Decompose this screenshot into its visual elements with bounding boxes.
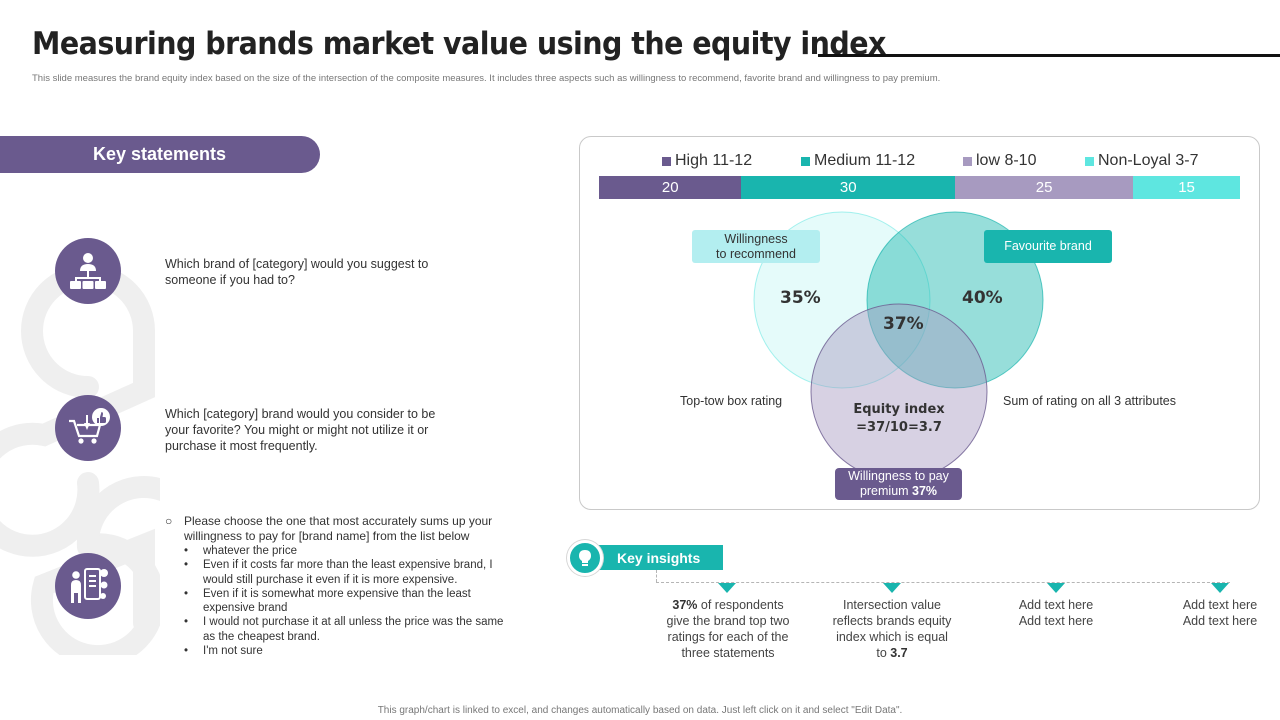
insight-placeholder-4: Add text here Add text here [1182, 598, 1258, 628]
bar-segment-non-loyal: 15 [1133, 176, 1240, 199]
bar-value-label: 20 [661, 179, 679, 196]
insight-intersection: Intersection value reflects brands equit… [832, 598, 952, 660]
bar-segment-high: 20 [599, 176, 742, 199]
cart-thumbs-up-icon [55, 395, 121, 461]
person-mobile-icon [55, 553, 121, 619]
legend-swatch-low [963, 156, 972, 166]
insights-connector [656, 582, 1230, 583]
insight-marker-2 [883, 583, 901, 593]
equity-index: Equity index =37/10=3.7 [853, 402, 945, 435]
insight-placeholder-3: Add text here Add text here [1018, 598, 1094, 628]
bar-value-label: 15 [1178, 179, 1195, 196]
list-item: • Even if it is somewhat more expensive t… [184, 587, 471, 615]
bar-value-label: 25 [1035, 179, 1053, 196]
page-title: Measuring brands market value using the … [32, 26, 886, 62]
legend-swatch-high [662, 156, 671, 166]
favourite-percent: 40% [962, 288, 1003, 308]
lightbulb-icon [567, 540, 603, 576]
list-item: • Even if it costs far more than the leas… [184, 559, 493, 586]
insight-marker-3 [1047, 583, 1065, 593]
page-subtitle: This slide measures the brand equity ind… [32, 73, 941, 84]
footer-note: This graph/chart is linked to excel, and… [377, 705, 903, 716]
key-insights-header: Key insights [580, 545, 723, 570]
insight-marker-1 [718, 583, 736, 593]
legend-medium: Medium 11-12 [801, 152, 915, 170]
favourite-tag: Favourite brand [984, 230, 1112, 263]
intersection-percent: 37% [883, 314, 924, 334]
legend-non-loyal: Non-Loyal 3-7 [1085, 152, 1199, 170]
list-item: • I would not purchase it at all unless t… [184, 616, 504, 643]
key-statements-header: Key statements [0, 136, 320, 173]
statement-recommend: Which brand of [category] would you sugg… [165, 257, 429, 287]
insight-respondents: 37% of respondents give the brand top tw… [666, 598, 790, 660]
legend-low: low 8-10 [963, 152, 1036, 170]
hierarchy-icon [55, 238, 121, 304]
recommend-tag: Willingness to recommend [692, 230, 820, 263]
recommend-percent: 35% [780, 288, 821, 308]
equity-chart-panel [579, 136, 1260, 510]
statement-favorite: Which [category] brand would you conside… [165, 407, 436, 453]
snake-connector [0, 264, 160, 655]
list-item: • whatever the price [184, 545, 297, 557]
insight-marker-4 [1211, 583, 1229, 593]
bar-segment-low: 25 [955, 176, 1134, 199]
venn-diagram [753, 211, 1044, 481]
statement-pay-premium: ○ Please choose the one that most accura… [165, 514, 535, 658]
premium-tag: Willingness to pay premium 37% [835, 468, 962, 500]
title-underline [818, 54, 1280, 57]
key-statements-title: Key statements [93, 144, 227, 164]
sum-rating-caption: Sum of rating on all 3 attributes [1003, 394, 1177, 408]
legend-swatch-medium [801, 156, 810, 166]
bar-segment-medium: 30 [741, 176, 956, 199]
insights-connector-vertical [656, 570, 657, 582]
legend-swatch-non-loyal [1085, 156, 1094, 166]
premium-options-list: • whatever the price • Even if it costs fa… [184, 544, 535, 658]
top-two-box-caption: Top-tow box rating [680, 394, 783, 408]
legend-high: High 11-12 [662, 152, 752, 170]
list-item: • I'm not sure [184, 645, 263, 658]
bar-value-label: 30 [839, 179, 857, 196]
